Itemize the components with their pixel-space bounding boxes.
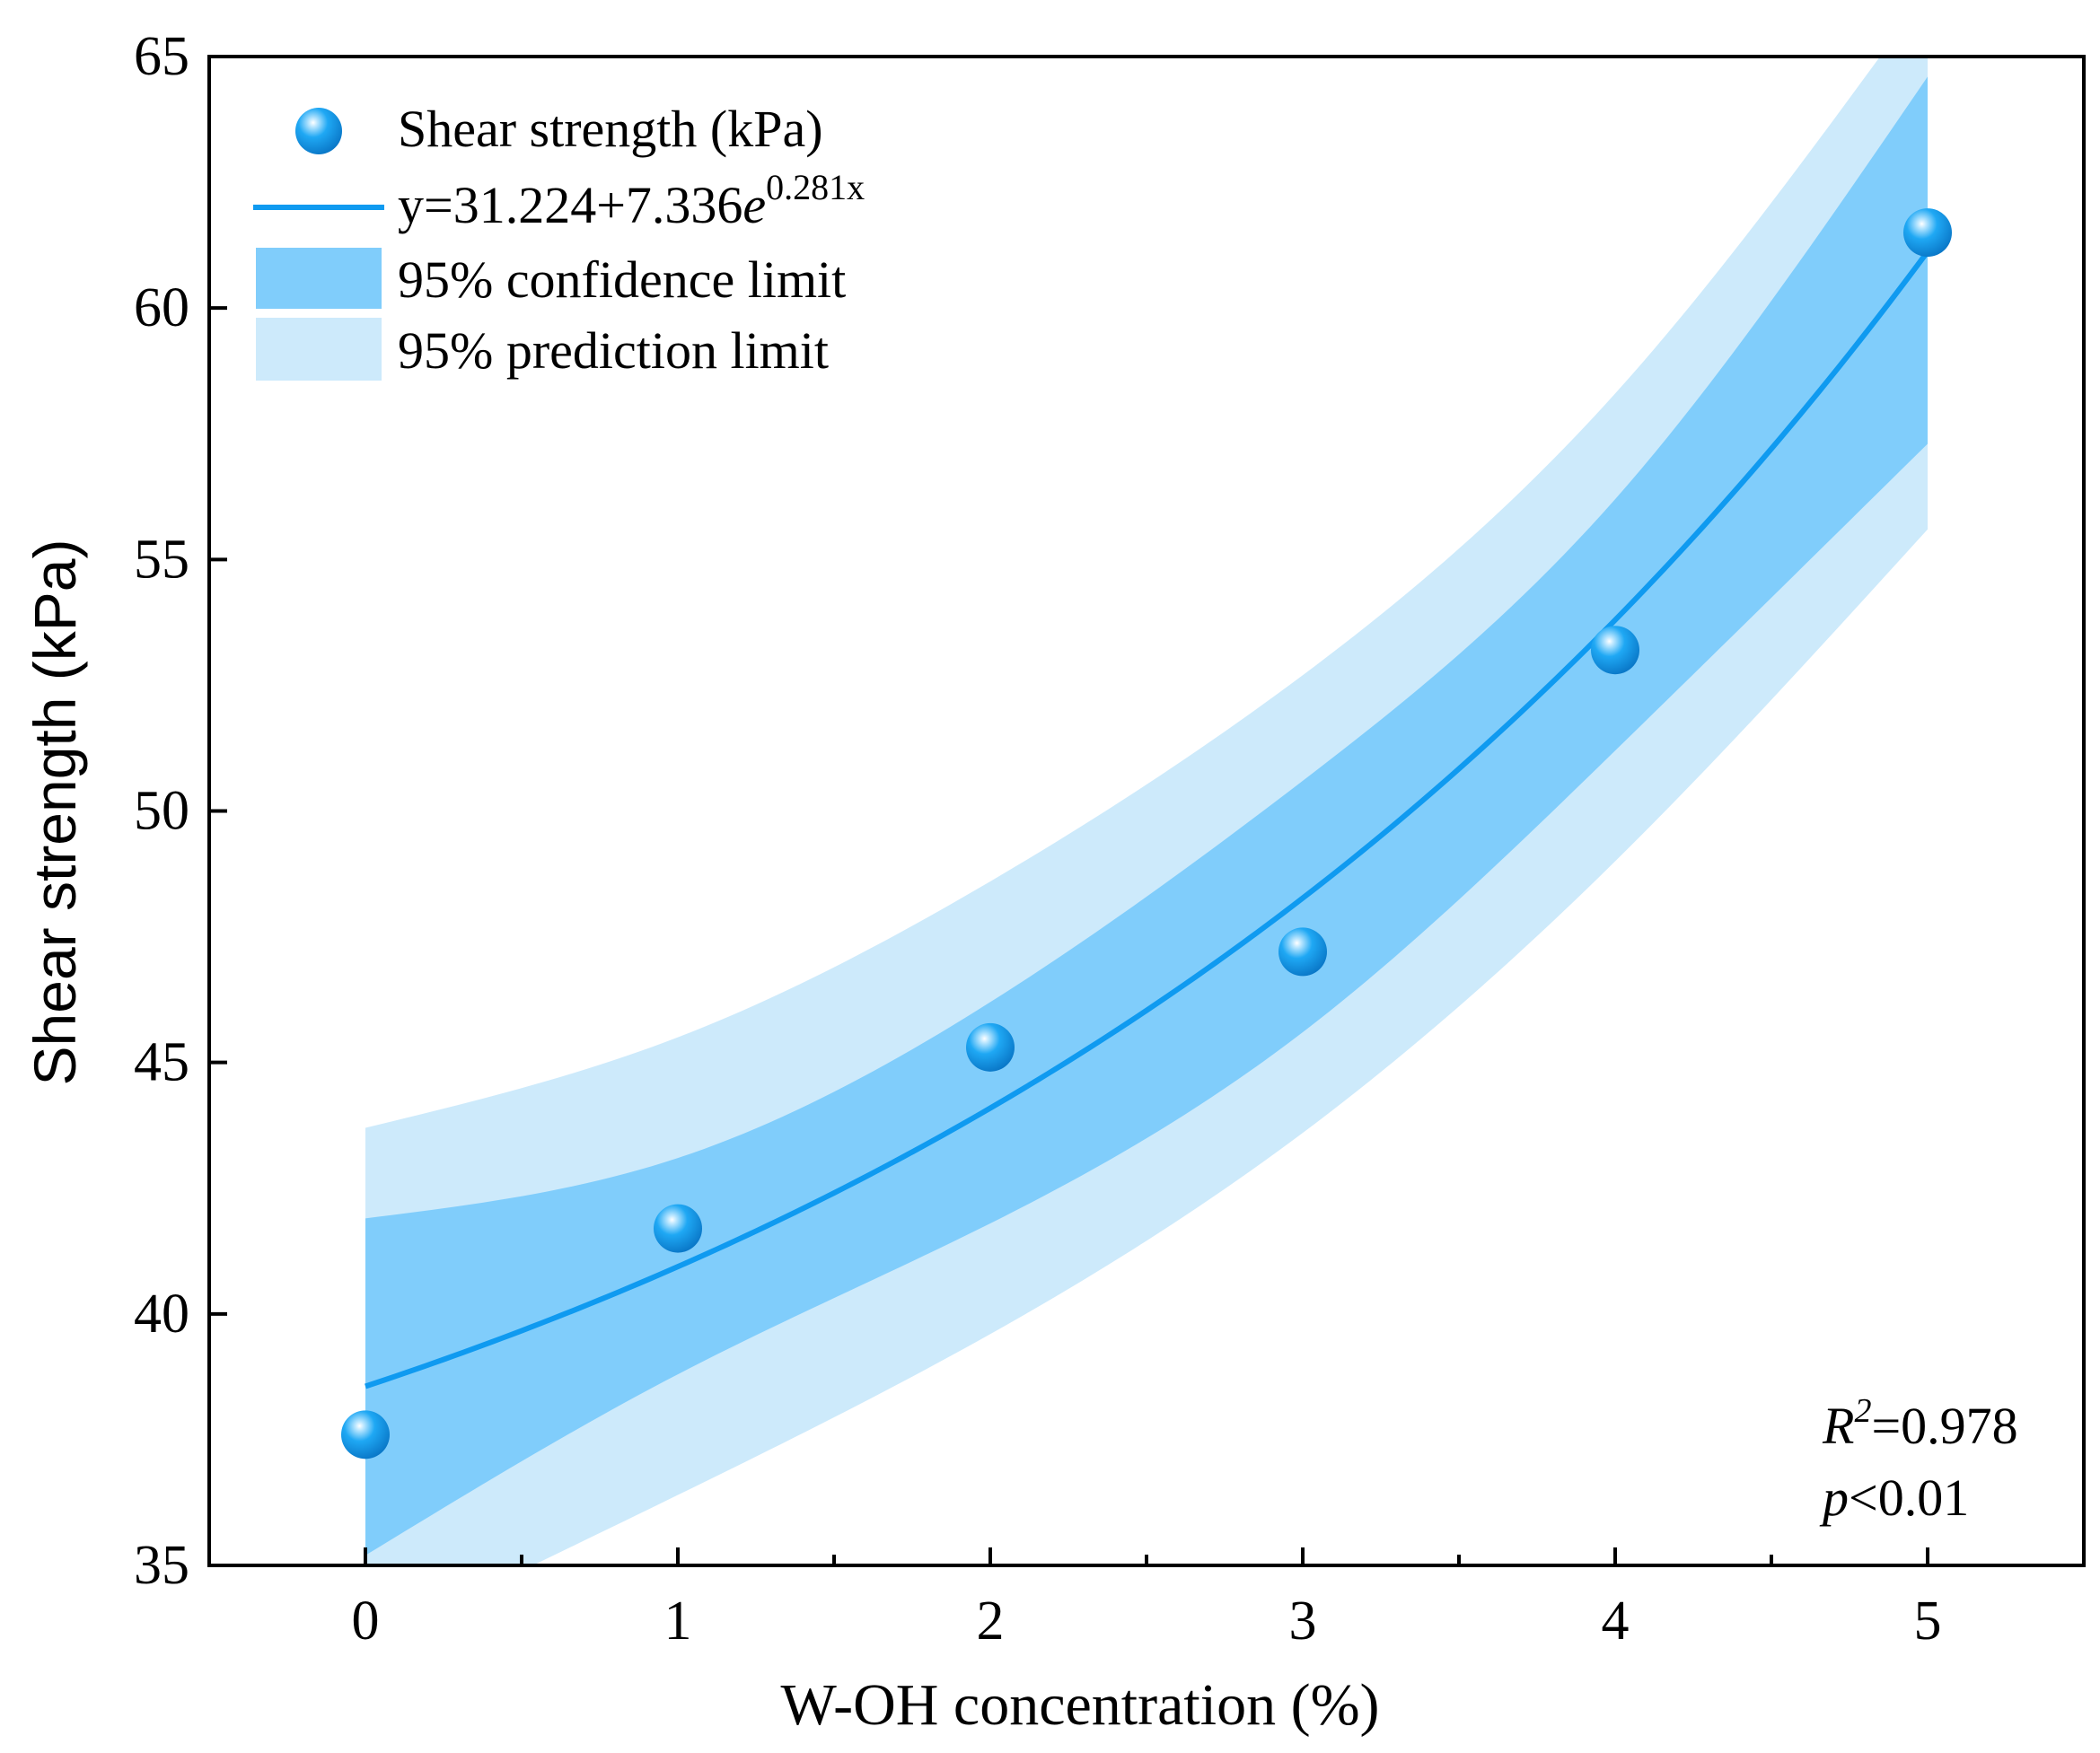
y-tick-label: 40: [134, 1284, 189, 1345]
y-tick-label: 60: [134, 277, 189, 338]
r-squared-annotation: R2=0.978: [1822, 1392, 2018, 1455]
p-value: <0.01: [1849, 1468, 1969, 1527]
data-point: [1591, 626, 1639, 675]
data-point: [654, 1204, 702, 1253]
y-tick-label: 65: [134, 26, 189, 87]
x-tick-label: 4: [1602, 1591, 1630, 1652]
data-point: [1278, 927, 1327, 977]
fit-statistics: R2=0.978 p<0.01: [1819, 1392, 2018, 1527]
x-tick-label: 1: [664, 1591, 692, 1652]
r-superscript: 2: [1854, 1392, 1871, 1430]
legend-fit-label: y=31.224+7.336e0.281x: [398, 167, 865, 234]
y-tick-label: 55: [134, 529, 189, 590]
x-tick-label: 3: [1289, 1591, 1317, 1652]
fit-equation-main: y=31.224+7.336: [398, 176, 742, 234]
y-tick-label: 50: [134, 781, 189, 842]
plot-area: [341, 57, 1952, 1565]
legend-confidence-swatch: [256, 248, 382, 309]
legend-points-label: Shear strength (kPa): [398, 100, 823, 158]
legend-prediction-label: 95% prediction limit: [398, 321, 829, 380]
x-axis-label: W-OH concentration (%): [780, 1672, 1379, 1738]
fit-curve: [365, 250, 1930, 1389]
y-tick-label: 35: [134, 1535, 189, 1596]
r-squared-value: =0.978: [1871, 1397, 2017, 1455]
legend-point-marker: [295, 108, 342, 154]
legend: Shear strength (kPa) y=31.224+7.336e0.28…: [253, 100, 865, 381]
r-letter: R: [1822, 1397, 1854, 1455]
y-axis-label: Shear strength (kPa): [22, 539, 88, 1086]
data-point: [341, 1410, 390, 1459]
fit-equation-e: e: [742, 176, 766, 234]
x-tick-label: 5: [1914, 1591, 1942, 1652]
p-value-annotation: p<0.01: [1819, 1468, 1969, 1527]
legend-prediction-swatch: [256, 318, 382, 381]
data-point: [1903, 208, 1952, 258]
p-letter: p: [1819, 1468, 1849, 1527]
x-tick-label: 0: [352, 1591, 380, 1652]
data-point: [966, 1022, 1015, 1072]
fit-equation-exponent: 0.281x: [766, 167, 865, 207]
y-tick-label: 45: [134, 1032, 189, 1093]
legend-confidence-label: 95% confidence limit: [398, 250, 846, 309]
confidence-band: [365, 76, 1928, 1556]
x-tick-label: 2: [977, 1591, 1005, 1652]
